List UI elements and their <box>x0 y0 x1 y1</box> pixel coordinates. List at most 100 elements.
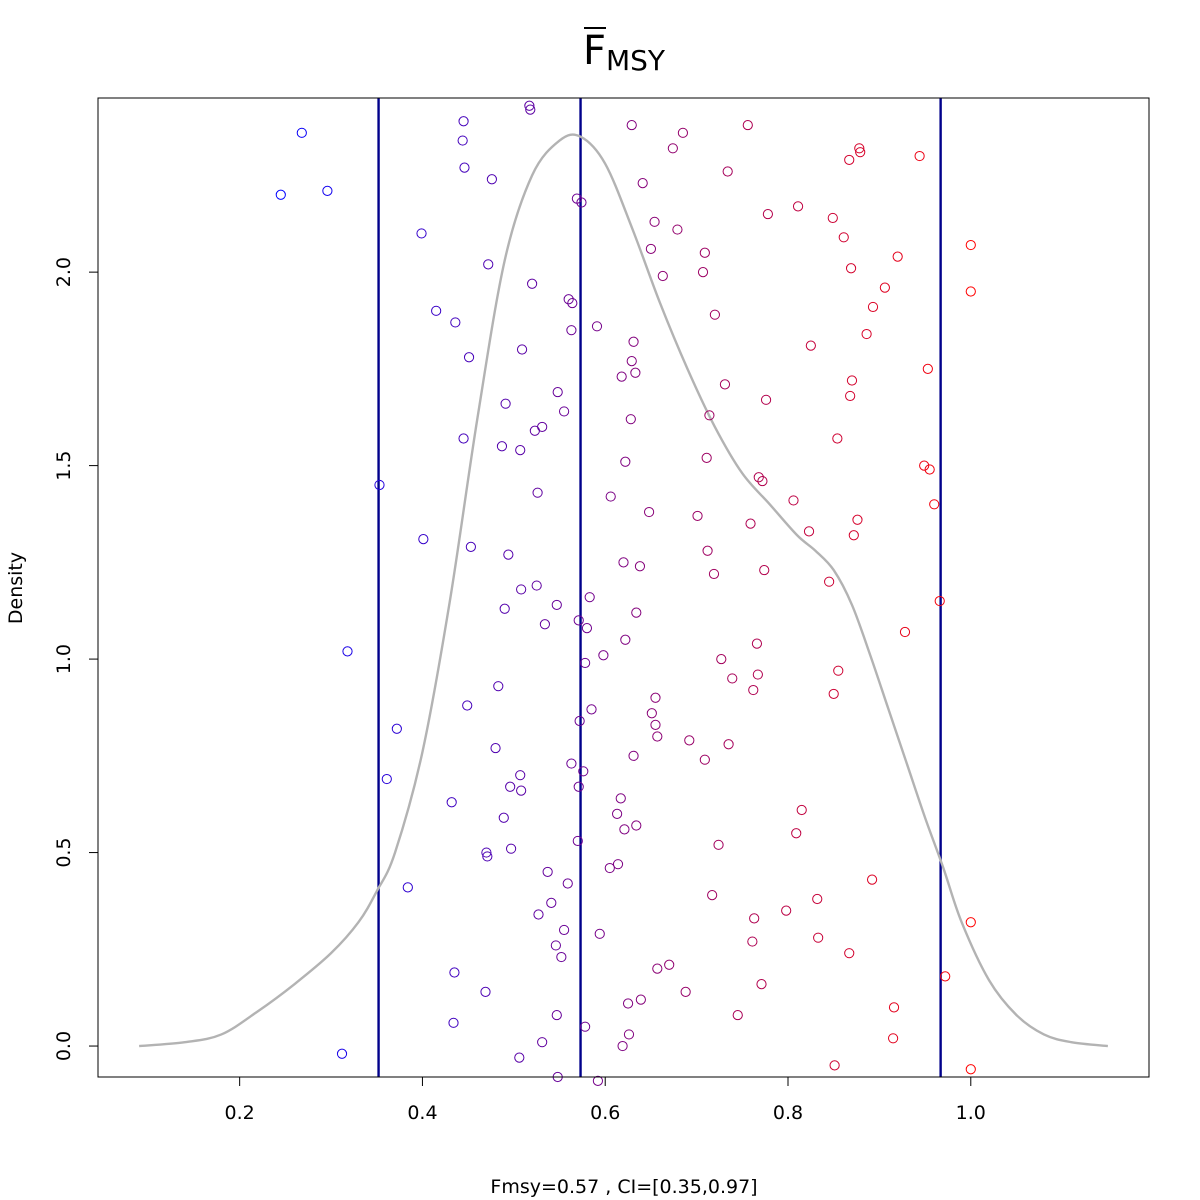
data-point <box>751 638 763 649</box>
data-point <box>664 959 675 970</box>
y-tick-label-4: 2.0 <box>53 257 75 287</box>
data-point <box>813 932 824 943</box>
density-curve <box>139 133 1108 1048</box>
data-point <box>680 986 691 997</box>
data-point <box>635 994 646 1005</box>
data-point <box>929 499 940 510</box>
data-point <box>757 475 768 487</box>
data-point <box>965 917 976 928</box>
data-point <box>892 251 903 262</box>
density-curve-layer <box>139 133 1108 1048</box>
data-point <box>458 433 469 444</box>
data-point <box>486 174 497 185</box>
data-point <box>458 116 469 127</box>
data-point <box>493 681 504 692</box>
data-point <box>649 216 660 227</box>
data-point <box>844 154 855 166</box>
data-point <box>580 1021 591 1032</box>
data-point <box>531 580 542 591</box>
data-point <box>465 541 476 552</box>
data-point <box>866 874 878 885</box>
data-point <box>572 835 583 847</box>
data-point <box>827 212 838 224</box>
data-point <box>747 936 758 947</box>
data-point <box>762 208 773 220</box>
data-point <box>482 851 493 862</box>
x-tick-label-4: 1.0 <box>956 1102 986 1124</box>
data-point <box>846 375 858 386</box>
data-point <box>888 1002 900 1013</box>
data-point <box>756 979 767 990</box>
data-point <box>832 433 843 444</box>
data-point <box>838 232 849 243</box>
data-point <box>645 243 657 255</box>
data-point <box>620 456 631 467</box>
data-point <box>672 224 683 235</box>
data-point <box>586 704 597 715</box>
data-point <box>515 445 526 456</box>
data-point <box>527 278 538 289</box>
data-point <box>605 491 616 502</box>
data-point <box>537 421 548 433</box>
data-point <box>934 595 945 607</box>
data-point <box>551 599 562 611</box>
data-point <box>723 739 734 750</box>
data-point <box>833 665 844 676</box>
data-point <box>791 828 802 839</box>
data-point <box>556 951 567 963</box>
data-point <box>516 344 528 355</box>
data-point <box>940 971 951 982</box>
data-point <box>643 506 655 518</box>
y-tick-label-0: 0.0 <box>53 1031 75 1061</box>
data-point <box>391 723 402 734</box>
data-point <box>803 526 815 537</box>
chart-title-symbol: F <box>583 28 606 74</box>
data-point <box>704 410 715 421</box>
data-point <box>503 549 514 560</box>
data-point <box>752 669 763 680</box>
data-point <box>537 1037 548 1048</box>
data-point <box>684 735 695 746</box>
data-point <box>483 259 494 270</box>
data-point <box>567 297 578 309</box>
data-point <box>402 882 413 893</box>
data-point <box>626 119 637 131</box>
data-point <box>965 239 976 251</box>
data-point <box>828 688 839 700</box>
data-point <box>584 592 595 603</box>
data-point <box>574 715 585 727</box>
data-point <box>558 406 570 417</box>
data-point <box>551 1009 562 1021</box>
data-point <box>667 143 678 154</box>
data-point <box>867 301 879 313</box>
data-point <box>566 325 577 336</box>
data-point <box>463 352 475 363</box>
plot-frame <box>97 97 1150 1078</box>
data-point <box>844 948 855 959</box>
y-axis: 0.0 0.5 1.0 1.5 2.0 <box>53 257 98 1061</box>
data-point <box>418 534 429 545</box>
data-point <box>449 967 460 978</box>
data-point <box>829 1060 840 1071</box>
data-point <box>542 866 553 878</box>
data-point <box>514 1052 525 1063</box>
data-point <box>516 584 527 595</box>
x-tick-label-0: 0.2 <box>225 1102 255 1124</box>
x-axis: 0.2 0.4 0.6 0.8 1.0 <box>225 1077 986 1124</box>
data-point <box>824 576 835 587</box>
data-point <box>748 684 759 696</box>
data-point <box>550 940 561 951</box>
data-point <box>500 398 511 409</box>
data-point <box>924 464 935 475</box>
data-point <box>637 178 648 189</box>
data-point <box>573 781 584 792</box>
data-point <box>498 812 509 823</box>
data-point <box>515 770 526 781</box>
data-point <box>626 356 637 367</box>
data-point <box>336 1048 348 1059</box>
data-point <box>716 653 727 665</box>
data-point <box>888 1033 899 1044</box>
data-point <box>697 267 709 278</box>
data-point <box>622 998 634 1009</box>
